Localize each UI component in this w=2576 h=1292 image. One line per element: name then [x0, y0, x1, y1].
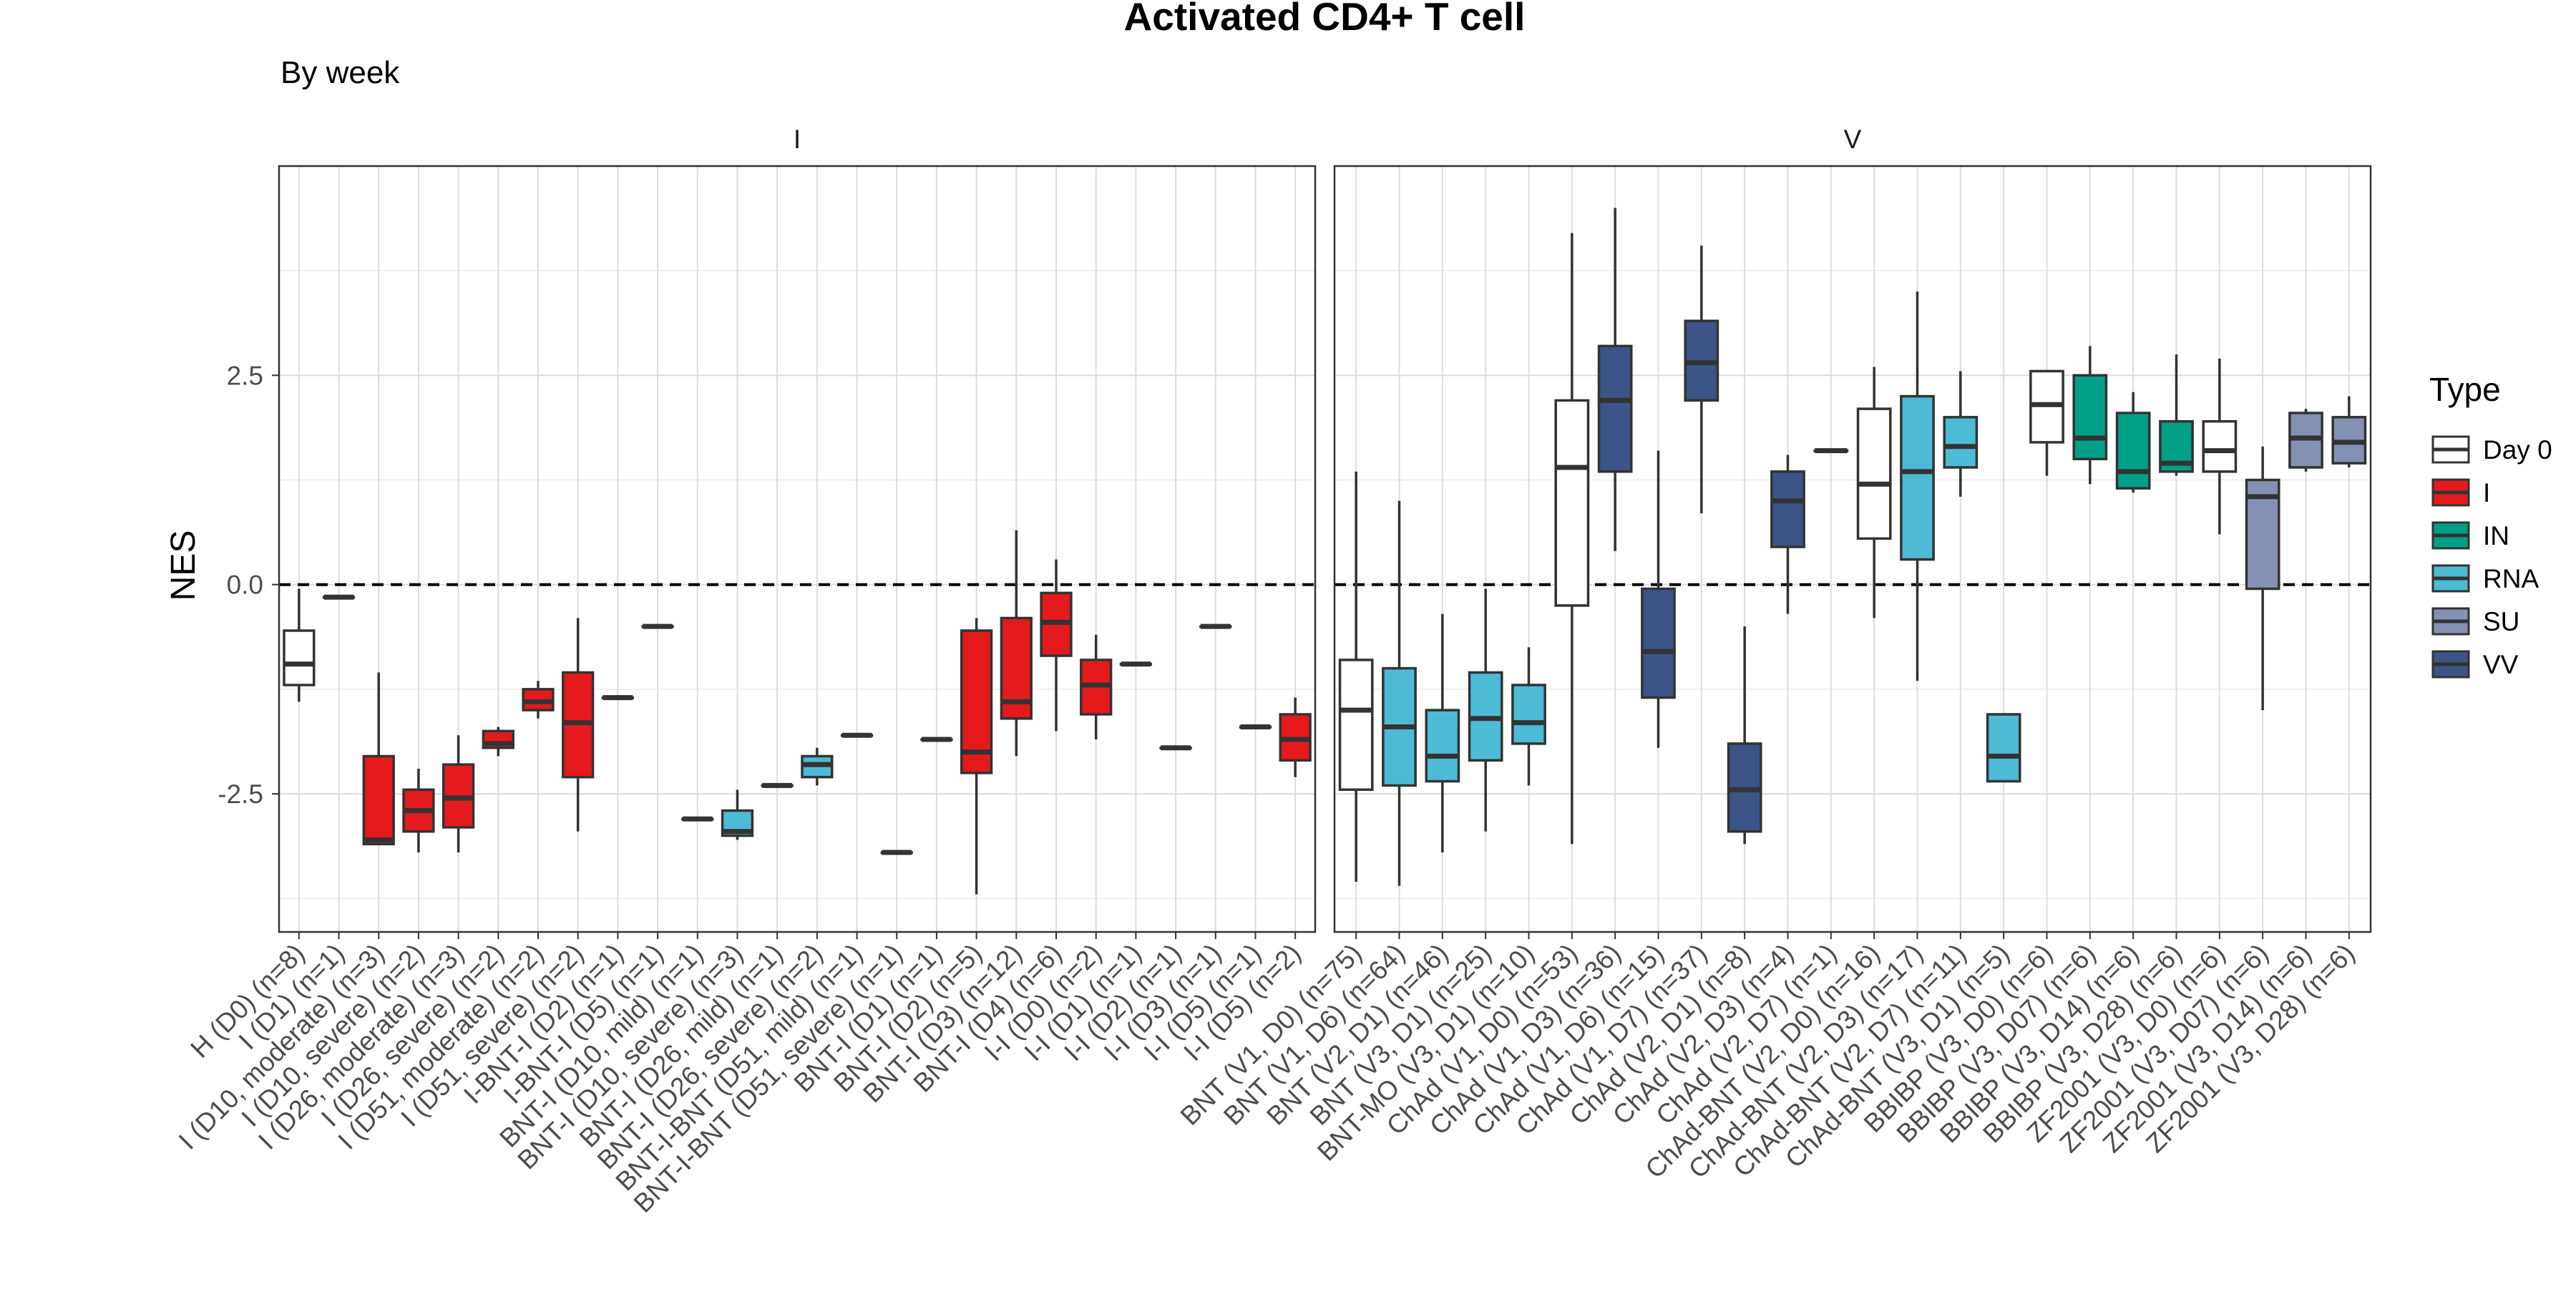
box-i-10 — [681, 816, 714, 822]
box-v-10 — [1770, 455, 1805, 614]
legend-title: Type — [2429, 371, 2501, 408]
box-v-2 — [1425, 613, 1460, 853]
chart-subtitle: By week — [280, 55, 400, 90]
box-v-5 — [1554, 233, 1590, 845]
box-i-8 — [601, 695, 635, 701]
box-i-17 — [960, 618, 993, 895]
legend-item: RNA — [2431, 564, 2539, 593]
box-i-3 — [402, 768, 435, 853]
box-body — [1943, 416, 1979, 469]
box-v-0 — [1338, 471, 1374, 882]
box-i-22 — [1159, 745, 1192, 751]
box-i-4 — [441, 735, 475, 853]
box-v-7 — [1641, 450, 1676, 748]
box-v-15 — [1986, 713, 2021, 783]
box-body — [1554, 399, 1590, 607]
box-v-19 — [2159, 354, 2194, 476]
box-v-22 — [2288, 409, 2323, 472]
box-v-8 — [1684, 246, 1719, 514]
box-body — [1770, 470, 1805, 548]
box-i-25 — [1279, 697, 1312, 777]
box-v-3 — [1468, 588, 1503, 832]
y-axis-label: NES — [165, 530, 203, 601]
box-i-11 — [721, 790, 754, 840]
box-i-21 — [1119, 661, 1153, 667]
box-i-1 — [322, 594, 356, 600]
box-i-16 — [920, 737, 953, 742]
gridlines — [1335, 165, 2371, 932]
y-tick-label: 0.0 — [227, 570, 263, 600]
legend: Type Day 0 I IN RNA SU VV — [2429, 371, 2552, 679]
box-v-14 — [1943, 371, 1979, 497]
box-body — [1641, 587, 1676, 699]
y-axis: -2.5 0.0 2.5 — [218, 361, 279, 809]
box-v-18 — [2115, 392, 2151, 493]
box-v-20 — [2202, 358, 2238, 535]
box-v-9 — [1727, 626, 1762, 845]
box-i-6 — [522, 681, 555, 719]
box-body — [960, 629, 993, 774]
box-body — [1511, 684, 1546, 745]
facet-strip-label: V — [1844, 125, 1862, 154]
legend-item: I — [2431, 478, 2490, 507]
box-v-1 — [1382, 500, 1417, 886]
legend-label: RNA — [2483, 564, 2539, 593]
box-v-17 — [2072, 346, 2108, 485]
box-i-14 — [840, 732, 874, 738]
y-tick-label: 2.5 — [227, 361, 263, 390]
box-v-13 — [1900, 291, 1935, 681]
box-v-12 — [1856, 366, 1892, 618]
legend-item: VV — [2431, 650, 2519, 679]
x-axis-tick-labels: H (D0) (n=8)I (D1) (n=1)I (D10, moderate… — [173, 932, 1307, 1218]
box-body — [1856, 407, 1892, 540]
box-v-6 — [1597, 208, 1633, 551]
box-i-20 — [1080, 634, 1113, 740]
box-i-23 — [1199, 623, 1232, 629]
facet-panel-v: V BNT (V1, D0) (n=75)BNT (V1, D6) (n=64)B… — [1175, 125, 2372, 1184]
box-body — [1338, 659, 1374, 791]
box-i-13 — [801, 747, 834, 786]
box-v-4 — [1511, 647, 1546, 786]
box-body — [1986, 713, 2021, 783]
facet-strip-label: I — [794, 125, 801, 154]
legend-item: SU — [2431, 607, 2519, 636]
legend-item: IN — [2431, 521, 2509, 550]
facet-panel-i: I H (D0) (n=8)I (D1) (n=1)I (D10, moderat… — [173, 125, 1317, 1218]
panel-border — [278, 165, 1317, 933]
facet-panels: I H (D0) (n=8)I (D1) (n=1)I (D10, moderat… — [173, 125, 2372, 1218]
legend-item: Day 0 — [2431, 435, 2552, 465]
legend-label: I — [2483, 478, 2490, 507]
legend-label: Day 0 — [2483, 435, 2552, 465]
box-i-5 — [482, 727, 514, 757]
box-i-7 — [562, 618, 595, 832]
box-i-2 — [362, 672, 395, 845]
box-i-18 — [1000, 530, 1033, 757]
x-axis-tick-labels: BNT (V1, D0) (n=75)BNT (V1, D6) (n=64)BN… — [1175, 932, 2360, 1184]
box-body — [1900, 394, 1935, 561]
box-body — [2202, 419, 2238, 473]
legend-label: IN — [2483, 521, 2509, 550]
legend-label: SU — [2483, 607, 2519, 636]
box-i-0 — [283, 588, 316, 702]
box-v-21 — [2245, 446, 2280, 711]
box-i-19 — [1040, 559, 1073, 732]
chart-title: Activated CD4+ T cell — [1124, 0, 1526, 39]
box-i-12 — [761, 782, 794, 788]
box-i-9 — [641, 623, 674, 629]
box-body — [283, 629, 316, 686]
box-body — [2115, 412, 2151, 490]
box-body — [362, 754, 395, 845]
panel-border — [1333, 165, 2372, 933]
y-tick-label: -2.5 — [218, 779, 263, 809]
box-v-11 — [1813, 448, 1849, 454]
box-body — [1425, 709, 1460, 783]
box-v-16 — [2029, 369, 2064, 476]
box-v-23 — [2331, 396, 2367, 467]
box-body — [2072, 374, 2108, 461]
legend-label: VV — [2483, 650, 2519, 679]
box-body — [1597, 344, 1633, 473]
